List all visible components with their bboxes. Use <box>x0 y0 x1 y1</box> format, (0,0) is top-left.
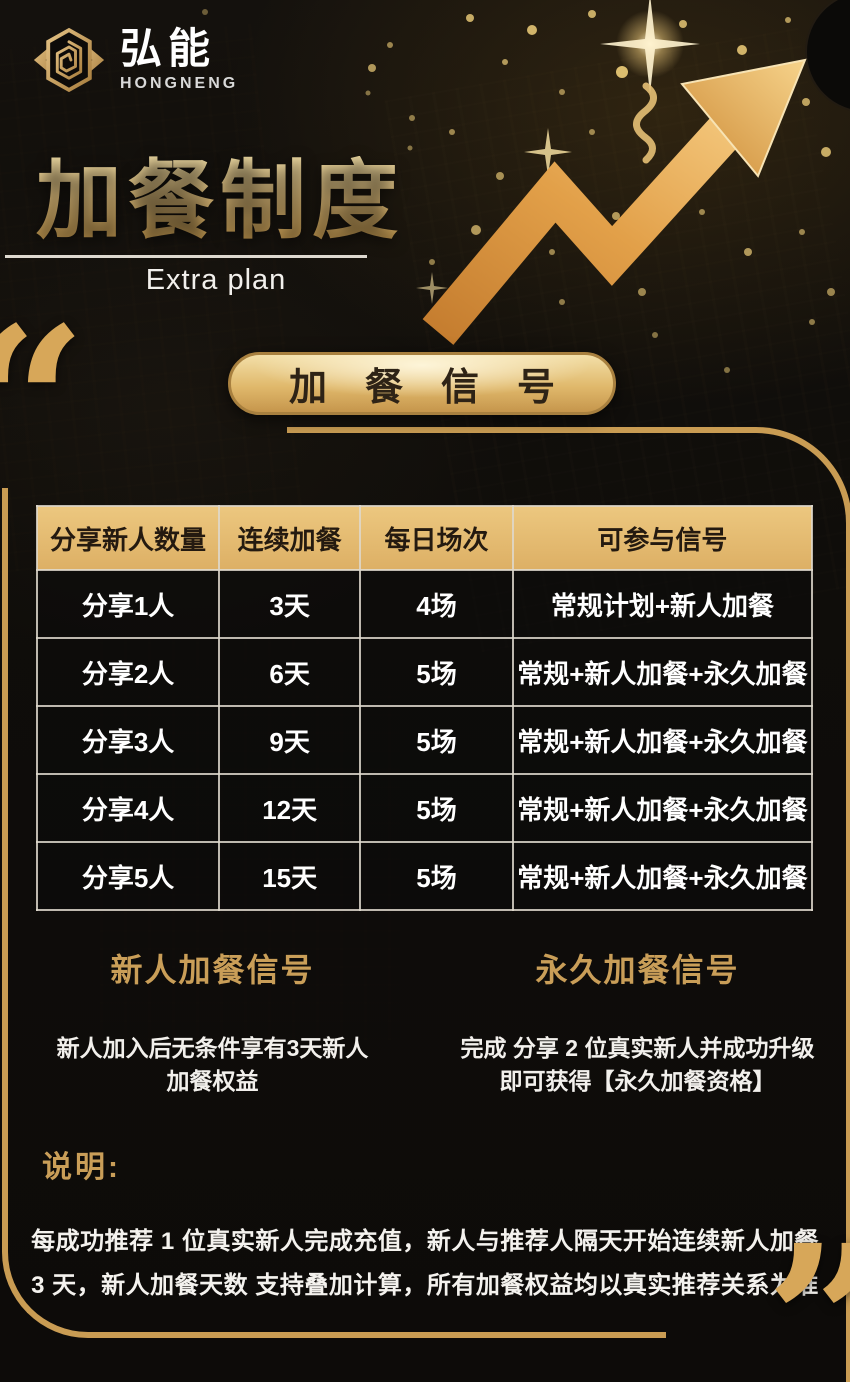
newbie-signal-title: 新人加餐信号 <box>110 952 315 988</box>
brand-logo: 弘能 HONGNENG <box>30 25 239 93</box>
table-row: 分享5人 15天 5场 常规+新人加餐+永久加餐 <box>35 841 814 911</box>
cell: 分享4人 <box>35 773 221 843</box>
notes-body: 每成功推荐 1 位真实新人完成充值，新人与推荐人隔天开始连续新人加餐 3 天，新… <box>31 1228 819 1300</box>
brand-name-cn: 弘能 <box>120 25 217 72</box>
closing-quote: ” <box>765 1218 850 1382</box>
cell: 常规计划+新人加餐 <box>511 569 814 639</box>
cell: 常规+新人加餐+永久加餐 <box>511 773 814 843</box>
signal-badge: 加餐信号 <box>228 352 616 415</box>
cell: 9天 <box>218 705 362 775</box>
table-row: 分享4人 12天 5场 常规+新人加餐+永久加餐 <box>35 773 814 843</box>
cell: 5场 <box>359 773 514 843</box>
cell: 常规+新人加餐+永久加餐 <box>511 841 814 911</box>
col-header-consecutive-days: 连续加餐 <box>218 505 362 571</box>
growth-arrow-graphic <box>422 58 807 345</box>
table-row: 分享2人 6天 5场 常规+新人加餐+永久加餐 <box>35 637 814 707</box>
cell: 分享3人 <box>35 705 221 775</box>
cell: 15天 <box>218 841 362 911</box>
permanent-signal-body: 完成 分享 2 位真实新人并成功升级 即可获得【永久加餐资格】 <box>460 1035 815 1095</box>
cell: 分享2人 <box>35 637 221 707</box>
cell: 常规+新人加餐+永久加餐 <box>511 705 814 775</box>
page-title: 加餐制度 <box>36 150 404 251</box>
brand-name-en: HONGNENG <box>120 75 239 93</box>
opening-quote: “ <box>0 300 87 510</box>
cell: 3天 <box>218 569 362 639</box>
cell: 分享5人 <box>35 841 221 911</box>
cell: 5场 <box>359 637 514 707</box>
cell: 分享1人 <box>35 569 221 639</box>
table-row: 分享3人 9天 5场 常规+新人加餐+永久加餐 <box>35 705 814 775</box>
cell: 5场 <box>359 841 514 911</box>
cell: 4场 <box>359 569 514 639</box>
title-underline <box>5 255 367 258</box>
page-subtitle: Extra plan <box>145 264 287 296</box>
section-bodies: 新人加入后无条件享有3天新人 加餐权益 完成 分享 2 位真实新人并成功升级 即… <box>0 1032 850 1099</box>
newbie-signal-body: 新人加入后无条件享有3天新人 加餐权益 <box>56 1035 369 1095</box>
col-header-daily-sessions: 每日场次 <box>359 505 514 571</box>
plan-table: 分享新人数量 连续加餐 每日场次 可参与信号 分享1人 3天 4场 常规计划+新… <box>35 505 814 911</box>
gold-frame-bottom-left <box>2 488 666 1338</box>
notes-label: 说明: <box>42 1151 121 1184</box>
permanent-signal-title: 永久加餐信号 <box>535 952 740 988</box>
table-header-row: 分享新人数量 连续加餐 每日场次 可参与信号 <box>35 505 814 571</box>
cell: 5场 <box>359 705 514 775</box>
section-headings: 新人加餐信号 永久加餐信号 <box>0 945 850 991</box>
hongneng-emblem-icon <box>33 27 105 92</box>
cell: 常规+新人加餐+永久加餐 <box>511 637 814 707</box>
signal-badge-label: 加餐信号 <box>288 367 593 409</box>
table-row: 分享1人 3天 4场 常规计划+新人加餐 <box>35 569 814 639</box>
col-header-share-count: 分享新人数量 <box>35 505 221 571</box>
col-header-eligible-signals: 可参与信号 <box>511 505 814 571</box>
gold-frame-top-right <box>287 427 850 1382</box>
cell: 12天 <box>218 773 362 843</box>
cell: 6天 <box>218 637 362 707</box>
